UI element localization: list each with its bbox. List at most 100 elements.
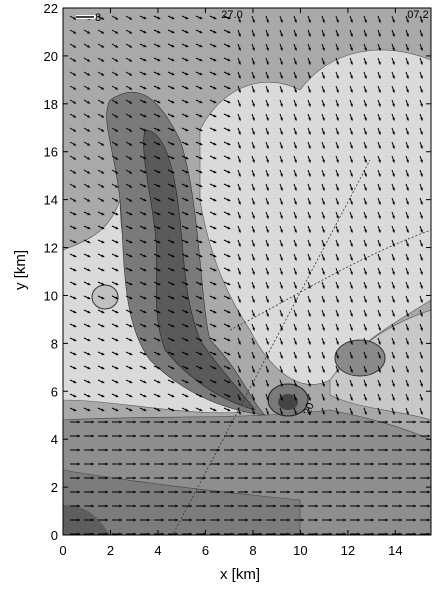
wind-vector-head: [199, 324, 203, 328]
wind-vector-head: [308, 257, 311, 261]
wind-vector-head: [420, 215, 423, 219]
wind-vector-head: [199, 170, 203, 174]
wind-vector-head: [129, 198, 133, 202]
wind-vector-head: [329, 448, 332, 452]
wind-vector-head: [280, 201, 283, 205]
wind-vector-head: [171, 352, 175, 356]
wind-vector-head: [119, 490, 122, 494]
wind-vector-head: [350, 313, 353, 317]
wind-vector-head: [213, 268, 217, 272]
wind-vector-head: [308, 397, 311, 401]
wind-vector-head: [175, 504, 178, 508]
wind-vector-head: [322, 89, 325, 93]
wind-vector-head: [378, 215, 381, 219]
wind-vector-head: [357, 504, 360, 508]
wind-vector-head: [287, 490, 290, 494]
wind-vector-head: [87, 114, 91, 118]
wind-vector-head: [171, 30, 175, 34]
wind-vector-head: [199, 394, 203, 398]
wind-vector-head: [350, 327, 353, 331]
wind-vector-head: [322, 159, 325, 163]
wind-vector-head: [350, 19, 353, 23]
wind-vector-head: [378, 397, 381, 401]
wind-vector-head: [308, 159, 311, 163]
wind-vector-head: [420, 271, 423, 275]
y-tick-label: 14: [44, 193, 58, 208]
wind-vector-head: [147, 434, 150, 438]
wind-vector-head: [301, 462, 304, 466]
wind-vector-head: [336, 187, 339, 191]
wind-vector-head: [336, 271, 339, 275]
wind-vector-head: [143, 282, 147, 286]
wind-vector-head: [143, 226, 147, 230]
wind-vector-head: [364, 243, 367, 247]
wind-vector-head: [266, 369, 269, 373]
wind-vector-head: [294, 397, 297, 401]
wind-vector-head: [343, 518, 346, 522]
wind-vector-head: [350, 173, 353, 177]
wind-vector-head: [280, 61, 283, 65]
wind-vector-head: [343, 532, 346, 535]
wind-vector-head: [252, 243, 255, 247]
wind-vector-head: [280, 159, 283, 163]
wind-vector-head: [115, 58, 119, 62]
wind-vector-head: [371, 476, 374, 480]
wind-vector-head: [185, 86, 189, 90]
wind-vector-head: [385, 532, 388, 535]
wind-vector-head: [199, 128, 203, 132]
wind-vector-head: [77, 490, 80, 494]
wind-vector-head: [420, 131, 423, 135]
wind-vector-head: [238, 187, 241, 191]
wind-vector-head: [350, 397, 353, 401]
wind-vector-head: [217, 462, 220, 466]
wind-vector-head: [143, 156, 147, 160]
wind-vector-head: [143, 296, 147, 300]
wind-vector-head: [392, 33, 395, 37]
wind-vector-head: [185, 254, 189, 258]
wind-vector-head: [129, 282, 133, 286]
wind-vector-head: [420, 173, 423, 177]
wind-vector-head: [238, 383, 241, 387]
wind-vector-head: [350, 201, 353, 205]
wind-vector-head: [147, 504, 150, 508]
wind-vector-head: [266, 131, 269, 135]
wind-vector-head: [105, 462, 108, 466]
wind-vector-head: [427, 434, 430, 438]
wind-vector-head: [420, 117, 423, 121]
wind-vector-head: [101, 30, 105, 34]
wind-vector-head: [336, 341, 339, 345]
wind-vector-head: [273, 518, 276, 522]
wind-vector-head: [266, 383, 269, 387]
wind-vector-head: [213, 394, 217, 398]
wind-vector-head: [322, 47, 325, 51]
wind-vector-head: [294, 47, 297, 51]
wind-vector-head: [143, 184, 147, 188]
wind-vector-head: [171, 156, 175, 160]
wind-vector-head: [287, 462, 290, 466]
wind-vector-head: [129, 240, 133, 244]
wind-vector-head: [322, 103, 325, 107]
contour-band: [278, 394, 298, 410]
wind-vector-head: [336, 47, 339, 51]
y-tick-label: 20: [44, 49, 58, 64]
wind-vector-head: [101, 310, 105, 314]
wind-vector-head: [101, 44, 105, 48]
wind-vector-head: [357, 448, 360, 452]
wind-vector-head: [420, 341, 423, 345]
wind-vector-head: [294, 173, 297, 177]
wind-vector-head: [101, 156, 105, 160]
wind-vector-head: [392, 271, 395, 275]
wind-vector-head: [259, 532, 262, 535]
wind-vector-head: [115, 296, 119, 300]
wind-vector-head: [185, 408, 189, 412]
wind-vector-head: [294, 369, 297, 373]
wind-vector-head: [185, 100, 189, 104]
wind-vector-head: [147, 420, 150, 424]
wind-vector-head: [238, 327, 241, 331]
wind-vector-head: [406, 271, 409, 275]
wind-vector-head: [91, 462, 94, 466]
wind-vector-head: [157, 394, 161, 398]
wind-vector-head: [378, 117, 381, 121]
wind-vector-head: [115, 226, 119, 230]
wind-vector-head: [308, 229, 311, 233]
